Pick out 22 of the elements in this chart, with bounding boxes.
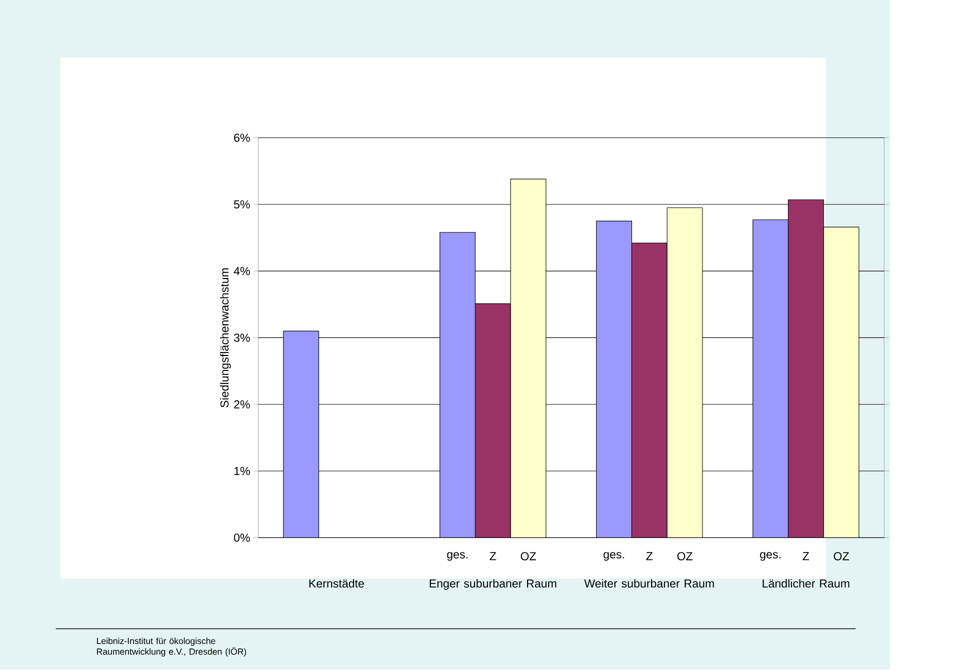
series-label: Z — [490, 552, 496, 560]
y-tick-label: 2% — [234, 400, 250, 409]
text: Leibniz-Institut für ökologische Raumentwicklung e.V., Dresden (IÖR) — [97, 638, 246, 657]
y-tick-label: 0% — [234, 534, 250, 542]
y-tick-label: 1% — [234, 467, 250, 476]
x-tick-label: Enger suburbaner Raum — [430, 579, 556, 590]
series-label: ges. — [447, 552, 468, 561]
text: OZ — [834, 552, 849, 560]
text: ges. — [760, 552, 780, 561]
text: Z — [802, 552, 810, 560]
x-tick-label: Weiter suburbaner Raum — [584, 579, 714, 588]
text: Z — [646, 552, 653, 560]
y-tick-label: 6% — [234, 134, 250, 142]
y-tick-label: 4% — [234, 267, 250, 276]
series-label: OZ — [520, 552, 536, 560]
text: ges. — [604, 552, 624, 561]
y-axis-title: Siedlungsflächenwachstum — [220, 268, 231, 408]
x-tick-label: Ländlicher Raum — [762, 579, 850, 588]
y-tick-label: 5% — [234, 200, 250, 209]
y-tick-label: 3% — [234, 334, 250, 342]
x-tick-label: Kernstädte — [309, 579, 364, 588]
text: OZ — [677, 552, 692, 560]
